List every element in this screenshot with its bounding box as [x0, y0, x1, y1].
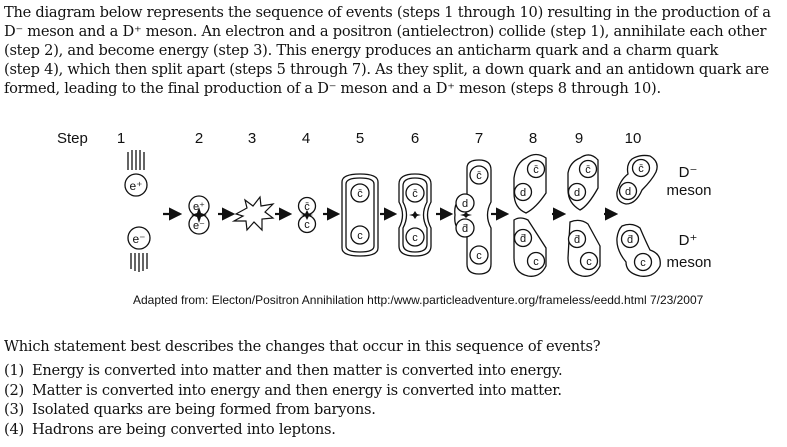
antidown-label: d̄	[520, 233, 526, 245]
choice-number: (2)	[4, 381, 24, 399]
choice-number: (4)	[4, 420, 24, 438]
step-number: 4	[302, 130, 310, 147]
answer-choice-2[interactable]: (2) Matter is converted into energy and t…	[4, 382, 562, 402]
down-label: d	[574, 187, 580, 199]
anticharm-label: c̄	[357, 188, 363, 200]
charm-label: c	[357, 230, 363, 242]
intro-line: (step 4), which then split apart (steps …	[4, 61, 769, 78]
choice-text: Isolated quarks are being formed from ba…	[32, 401, 376, 418]
down-label: d	[462, 198, 468, 210]
question-text: Which statement best describes the chang…	[4, 338, 601, 355]
step-number: 6	[411, 130, 419, 147]
electron-label: e⁻	[193, 220, 205, 232]
step-number: 3	[248, 130, 256, 147]
intro-line: (step 2), and become energy (step 3). Th…	[4, 42, 719, 59]
step-6-pair-stretching: c̄ c	[398, 173, 432, 257]
antidown-label: d̄	[627, 234, 633, 246]
charm-label: c	[476, 250, 482, 262]
step-1-electron: e⁻	[127, 226, 151, 272]
charm-label: c	[586, 256, 592, 268]
step-8-mesons-forming: c̄ d d̄ c	[513, 153, 547, 277]
choice-number: (3)	[4, 401, 24, 418]
antidown-label: d̄	[462, 223, 468, 235]
charm-label: c	[533, 256, 539, 268]
step-10-d-plus-meson: d̄ c	[616, 223, 661, 277]
step-number: 9	[575, 130, 583, 147]
step-number: 1	[117, 130, 125, 147]
down-label: d	[625, 186, 631, 198]
d-plus-meson-word: meson	[666, 254, 711, 271]
d-minus-meson-word: meson	[666, 182, 711, 199]
choice-text: Energy is converted into matter and then…	[32, 362, 563, 379]
choice-number: (1)	[4, 362, 24, 379]
choice-text: Matter is converted into energy and then…	[32, 381, 562, 399]
anticharm-label: c̄	[412, 188, 418, 200]
electron-label: e⁻	[132, 232, 145, 246]
collision-burst-icon	[191, 207, 207, 223]
step-4-quark-pair: c̄ c	[297, 196, 317, 234]
step-2-annihilation: e⁺ e⁻	[188, 195, 210, 235]
answer-choice-3[interactable]: (3) Isolated quarks are being formed from…	[4, 401, 562, 421]
charm-label: c	[304, 219, 310, 231]
choice-text: Hadrons are being converted into leptons…	[32, 420, 336, 438]
d-minus-symbol: D⁻	[679, 164, 698, 181]
charm-label: c	[412, 232, 418, 244]
intro-line: D⁻ meson and a D⁺ meson. An electron and…	[4, 23, 767, 40]
step-number: 8	[529, 130, 537, 147]
answer-choice-1[interactable]: (1) Energy is converted into matter and t…	[4, 362, 563, 382]
charm-label: c	[640, 257, 646, 269]
antidown-label: d̄	[574, 234, 580, 246]
answer-choice-4[interactable]: (4) Hadrons are being converted into lept…	[4, 421, 562, 441]
positron-label: e⁺	[193, 201, 205, 213]
anticharm-label: c̄	[638, 163, 644, 175]
answer-choices: (1) Energy is converted into matter and t…	[4, 362, 563, 441]
d-plus-symbol: D⁺	[679, 232, 698, 249]
intro-line: formed, leading to the final production …	[4, 80, 661, 97]
anticharm-label: c̄	[585, 164, 591, 176]
step-9-mesons-separating: c̄ d d̄ c	[567, 154, 601, 277]
anticharm-label: c̄	[533, 164, 539, 176]
step-number: 2	[195, 130, 203, 147]
step-number: 7	[475, 130, 483, 147]
step-5-pair-splitting: c̄ c	[341, 173, 379, 257]
source-credit: Adapted from: Electon/Positron Annihilat…	[133, 293, 704, 307]
down-label: d	[520, 187, 526, 199]
intro-paragraph: The diagram below represents the sequenc…	[4, 3, 784, 98]
particle-sequence-diagram: Step 1 2 3 4 5 6 7 8 9 10 e⁺ e⁻	[57, 130, 712, 277]
intro-line: The diagram below represents the sequenc…	[4, 4, 771, 21]
step-3-energy-burst-icon	[231, 195, 275, 232]
positron-label: e⁺	[129, 179, 142, 193]
step-label: Step	[57, 130, 88, 147]
step-number: 10	[625, 130, 642, 147]
step-1-positron: e⁺	[124, 150, 148, 197]
anticharm-label: c̄	[476, 170, 482, 182]
step-7-quark-creation: c̄ d d̄ c	[454, 159, 492, 275]
anticharm-label: c̄	[304, 201, 310, 213]
step-10-d-minus-meson: c̄ d	[616, 154, 658, 205]
step-number: 5	[356, 130, 364, 147]
